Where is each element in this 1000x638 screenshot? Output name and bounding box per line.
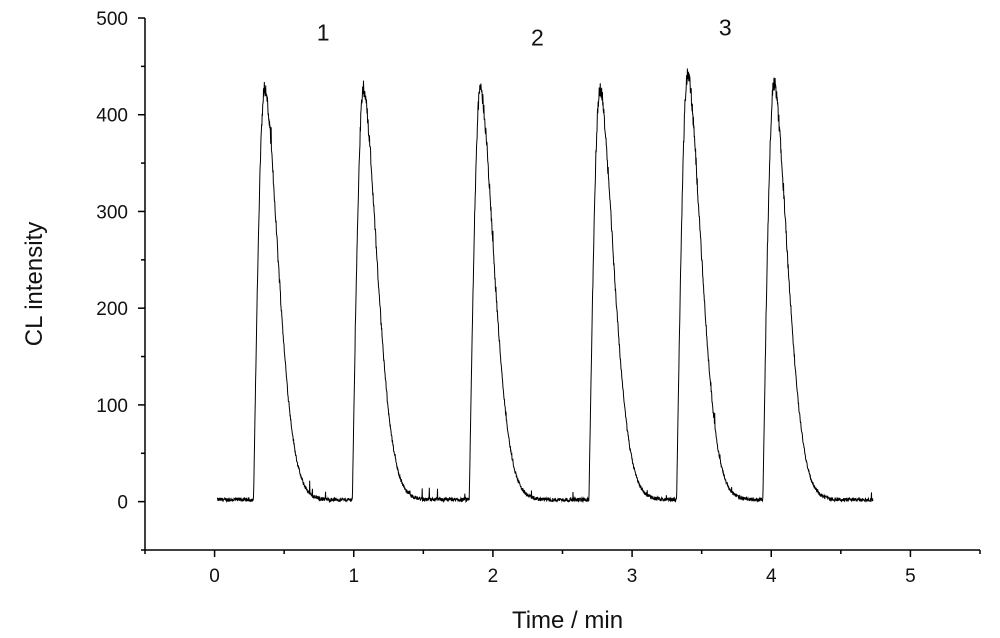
x-tick-label: 2 — [488, 566, 499, 587]
x-tick-label: 1 — [348, 566, 359, 587]
peak-group-label: 1 — [317, 20, 330, 46]
y-tick-label: 500 — [96, 9, 128, 30]
x-tick-label: 5 — [905, 566, 916, 587]
peak-annotations: 1 2 3 — [317, 15, 732, 51]
x-tick-label: 4 — [766, 566, 777, 587]
y-tick-label: 300 — [96, 202, 128, 223]
x-ticks: 0 1 2 3 4 5 — [144, 550, 981, 587]
y-axis: 0 100 200 300 400 500 — [96, 9, 146, 551]
cl-signal-series — [216, 68, 874, 504]
peak-group-label: 3 — [719, 15, 732, 41]
x-axis-title: Time / min — [512, 607, 623, 634]
x-tick-label: 0 — [209, 566, 220, 587]
y-tick-label: 200 — [96, 299, 128, 320]
y-tick-label: 0 — [117, 493, 128, 514]
y-ticks: 0 100 200 300 400 500 — [96, 9, 145, 551]
y-tick-label: 400 — [96, 106, 128, 127]
y-tick-label: 100 — [96, 396, 128, 417]
y-axis-title: CL intensity — [21, 222, 48, 347]
peak-group-label: 2 — [531, 24, 544, 50]
x-tick-label: 3 — [627, 566, 638, 587]
x-axis: 0 1 2 3 4 5 — [144, 549, 981, 587]
